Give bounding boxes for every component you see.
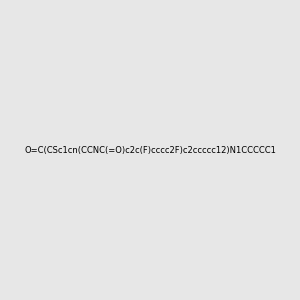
Text: O=C(CSc1cn(CCNC(=O)c2c(F)cccc2F)c2ccccc12)N1CCCCC1: O=C(CSc1cn(CCNC(=O)c2c(F)cccc2F)c2ccccc1… <box>24 146 276 154</box>
